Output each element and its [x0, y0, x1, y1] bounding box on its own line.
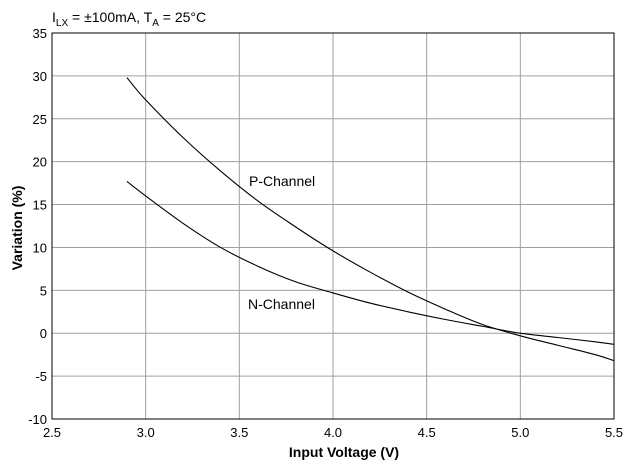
series-line-n-channel [126, 180, 615, 345]
x-tick-label: 5.5 [605, 425, 623, 440]
plot-frame [51, 32, 615, 420]
x-tick-label: 3.0 [137, 425, 155, 440]
series-group [126, 77, 615, 362]
x-tick-labels: 2.5 3.0 3.5 4.0 4.5 5.0 5.5 [43, 425, 623, 440]
y-tick-label: 5 [40, 283, 47, 298]
y-tick-label: 30 [33, 69, 47, 84]
x-axis-title: Input Voltage (V) [289, 444, 399, 460]
y-tick-label: 10 [33, 240, 47, 255]
x-tick-label: 5.0 [511, 425, 529, 440]
test-conditions: ILX = ±100mA, TA = 25°C [52, 9, 206, 29]
y-tick-label: 25 [33, 112, 47, 127]
x-tick-label: 2.5 [43, 425, 61, 440]
series-label-n-channel: N-Channel [248, 296, 315, 312]
series-label-p-channel: P-Channel [249, 173, 315, 189]
series-line-p-channel [126, 77, 615, 362]
x-tick-label: 4.5 [418, 425, 436, 440]
x-tick-label: 4.0 [324, 425, 342, 440]
y-axis-title: Variation (%) [9, 186, 25, 271]
y-tick-labels: 35 30 25 20 15 10 5 0 -5 -10 [28, 26, 47, 427]
y-tick-label: -5 [35, 369, 47, 384]
y-tick-label: 20 [33, 155, 47, 170]
x-tick-label: 3.5 [230, 425, 248, 440]
y-tick-label: -10 [28, 412, 47, 427]
grid [52, 33, 614, 419]
y-tick-label: 15 [33, 198, 47, 213]
y-tick-label: 35 [33, 26, 47, 41]
y-tick-label: 0 [40, 326, 47, 341]
